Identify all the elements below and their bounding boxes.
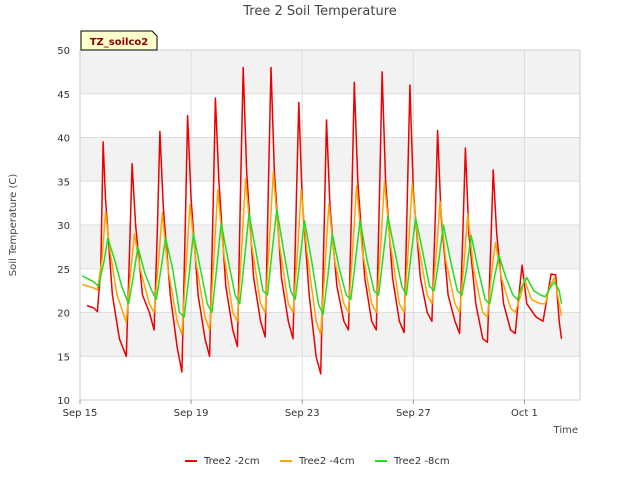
site-badge: TZ_soilco2 (80, 30, 158, 51)
y-tick-label: 25 (57, 265, 70, 276)
plot-band (80, 50, 580, 94)
y-tick-label: 10 (57, 396, 70, 407)
y-tick-label: 20 (57, 309, 70, 320)
series-line-2 (81, 208, 563, 318)
y-tick-label: 15 (57, 352, 70, 363)
y-tick-label: 30 (57, 221, 70, 232)
site-badge-text: TZ_soilco2 (90, 37, 149, 48)
site-badge-box (80, 30, 158, 51)
chart-title: Tree 2 Soil Temperature (242, 4, 397, 19)
y-tick-label: 45 (57, 90, 70, 101)
y-tick-label: 35 (57, 177, 70, 188)
legend-label-2: Tree2 -8cm (393, 456, 450, 467)
axes (79, 49, 581, 401)
x-tick-labels: Sep 15 Sep 19 Sep 23 Sep 27 Oct 1 (63, 400, 538, 419)
y-tick-labels: 10 15 20 25 30 35 40 45 50 (57, 46, 70, 407)
x-tick-label: Sep 23 (285, 408, 320, 419)
series-line-1 (82, 171, 563, 336)
y-tick-label: 50 (57, 46, 70, 57)
plot-band (80, 312, 580, 357)
x-tick-label: Sep 19 (174, 408, 209, 419)
x-tick-label: Oct 1 (511, 408, 538, 419)
y-axis-label: Soil Temperature (C) (8, 174, 19, 277)
legend-label-0: Tree2 -2cm (203, 456, 260, 467)
series-line-0 (86, 66, 563, 375)
y-tick-label: 40 (57, 134, 70, 145)
x-axis-label: Time (553, 425, 578, 436)
series-layer (81, 66, 563, 375)
x-tick-label: Sep 27 (396, 408, 431, 419)
plot-band (80, 137, 580, 182)
legend-label-1: Tree2 -4cm (298, 456, 355, 467)
x-tick-label: Sep 15 (63, 408, 98, 419)
plot-frame (79, 49, 581, 401)
legend: Tree2 -2cm Tree2 -4cm Tree2 -8cm (185, 456, 450, 467)
